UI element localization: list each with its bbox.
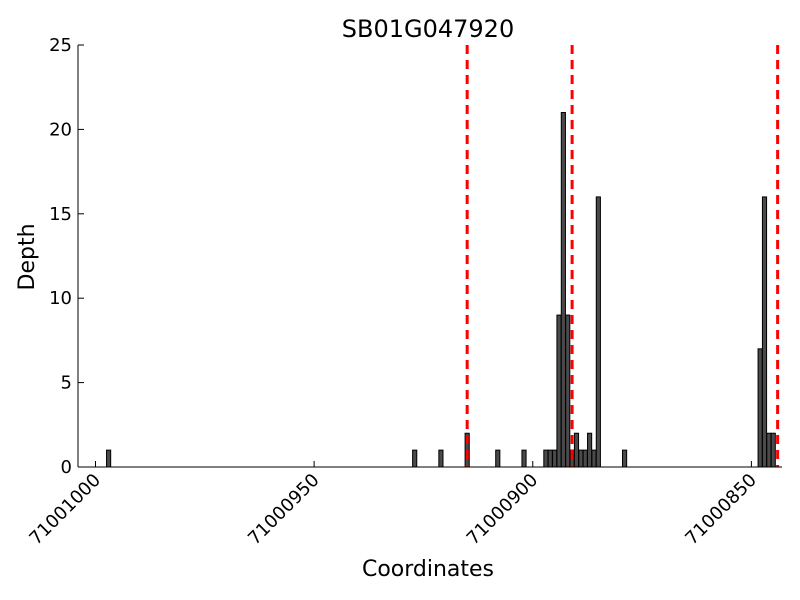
bar-7: [547, 449, 553, 468]
bar-13: [573, 432, 580, 468]
x-tick-label-1: 71000950: [244, 470, 324, 550]
bar-2: [438, 449, 444, 468]
chart-title: SB01G047920: [342, 15, 514, 43]
x-tick-label-3: 71000850: [681, 470, 761, 550]
bar-23: [770, 432, 776, 468]
bar-17: [591, 449, 597, 468]
x-axis-label: Coordinates: [362, 557, 494, 582]
axes-layer: 0 5 10 15 20 25 71001000 71000950 71000900 710008…: [25, 35, 782, 549]
bar-19: [622, 449, 628, 468]
y-tick-label-3: 15: [49, 204, 72, 225]
y-axis-label: Depth: [15, 223, 40, 290]
bar-11: [565, 314, 571, 468]
bar-15: [582, 449, 588, 468]
y-tick-label-2: 10: [49, 288, 72, 309]
bar-6: [543, 449, 549, 468]
y-tick-label-5: 25: [49, 35, 72, 56]
bar-21: [761, 196, 768, 468]
y-tick-label-4: 20: [49, 119, 72, 140]
bar-14: [578, 449, 584, 468]
bar-18: [595, 196, 601, 468]
bar-9: [556, 314, 562, 468]
bar-22: [766, 432, 772, 468]
bar-8: [552, 449, 558, 468]
bar-4: [495, 449, 501, 468]
bar-16: [587, 432, 593, 468]
bar-0: [106, 449, 112, 468]
x-tick-label-2: 71000900: [463, 470, 543, 550]
y-tick-label-1: 5: [61, 373, 72, 394]
bars-layer: [106, 112, 776, 468]
y-tick-label-0: 0: [61, 457, 72, 478]
bar-10: [560, 112, 566, 468]
bar-20: [757, 348, 763, 468]
vlines-layer: [465, 45, 780, 467]
x-tick-label-0: 71001000: [25, 470, 105, 550]
bar-1: [412, 449, 418, 468]
bar-5: [521, 449, 527, 468]
